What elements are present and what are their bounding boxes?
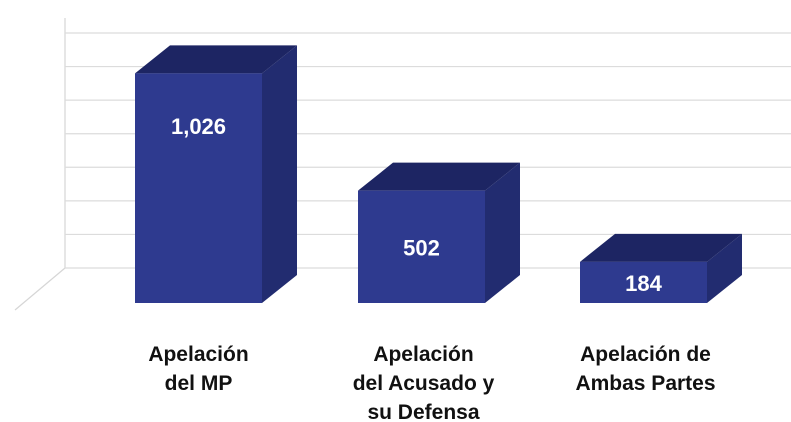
- category-label: del MP: [165, 372, 233, 395]
- category-label: su Defensa: [367, 401, 479, 422]
- bar-top: [358, 162, 520, 191]
- bar-front: [135, 73, 262, 303]
- bar-top: [135, 45, 297, 74]
- value-label: 502: [403, 236, 440, 261]
- bar-side: [262, 45, 297, 303]
- bar-front: [358, 190, 485, 303]
- category-label: Apelación: [148, 343, 248, 366]
- category-label: Apelación de: [580, 343, 711, 366]
- bar-side: [707, 233, 742, 303]
- bar: [135, 45, 297, 303]
- bar-side: [485, 162, 520, 303]
- bar: [580, 233, 742, 303]
- category-label: Apelación: [373, 343, 473, 366]
- floor-edge: [14, 267, 66, 311]
- value-label: 1,026: [171, 114, 226, 139]
- bar-top: [580, 233, 742, 262]
- value-label: 184: [625, 271, 662, 296]
- bar-front: [580, 261, 707, 303]
- bar: [358, 162, 520, 303]
- category-label: del Acusado y: [353, 372, 495, 395]
- category-label: Ambas Partes: [575, 372, 715, 395]
